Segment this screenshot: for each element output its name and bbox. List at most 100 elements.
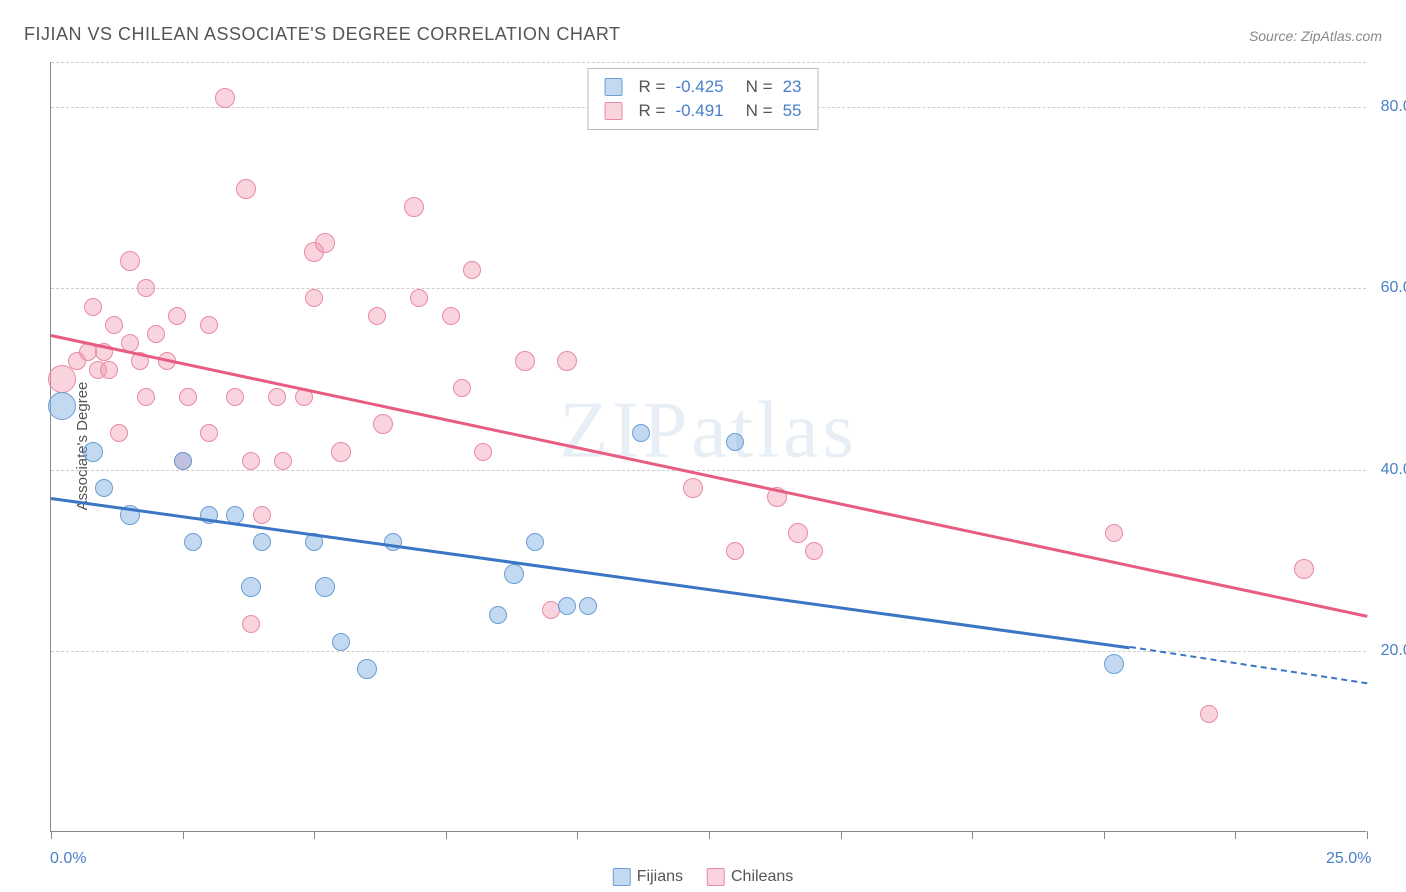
y-tick-label: 20.0% [1371,642,1406,660]
r-label: R = [639,77,666,97]
fijians-point [184,533,202,551]
x-tick [1235,831,1236,839]
chileans-point [168,307,186,325]
x-tick-label: 0.0% [50,850,86,868]
x-tick [51,831,52,839]
fijians-point [1104,654,1124,674]
x-tick [183,831,184,839]
fijians-point [504,564,524,584]
gridline [51,62,1366,63]
fijians-point [332,633,350,651]
x-tick [314,831,315,839]
legend-swatch [613,868,631,886]
fijians-point [315,577,335,597]
chileans-point [137,279,155,297]
y-tick-label: 40.0% [1371,461,1406,479]
legend-swatch [605,102,623,120]
chileans-point [179,388,197,406]
chileans-point [236,179,256,199]
chileans-point [683,478,703,498]
chileans-point [1105,524,1123,542]
chileans-point [215,88,235,108]
n-label: N = [746,101,773,121]
chileans-point [453,379,471,397]
chileans-point [105,316,123,334]
fijians-point [632,424,650,442]
fijians-point [357,659,377,679]
trend-line [1130,646,1367,684]
bottom-legend-item-fijians: Fijians [613,868,683,886]
plot-area: ZIPatlas 20.0%40.0%60.0%80.0% [50,62,1366,832]
x-tick [841,831,842,839]
chileans-point [305,289,323,307]
trend-line [51,334,1368,617]
chileans-point [726,542,744,560]
chileans-point [331,442,351,462]
fijians-point [384,533,402,551]
chileans-point [268,388,286,406]
legend-label: Fijians [637,868,683,885]
r-label: R = [639,101,666,121]
chileans-point [315,233,335,253]
gridline [51,288,1366,289]
x-tick [1104,831,1105,839]
chileans-point [463,261,481,279]
chileans-point [226,388,244,406]
chileans-point [805,542,823,560]
chileans-point [48,365,76,393]
bottom-legend-item-chileans: Chileans [707,868,793,886]
chileans-point [368,307,386,325]
trend-line [51,497,1130,649]
x-tick [1367,831,1368,839]
fijians-point [558,597,576,615]
gridline [51,470,1366,471]
legend-swatch [605,78,623,96]
x-tick [446,831,447,839]
x-tick [709,831,710,839]
chileans-point [147,325,165,343]
fijians-point [489,606,507,624]
r-value: -0.491 [675,101,723,121]
chart-title: FIJIAN VS CHILEAN ASSOCIATE'S DEGREE COR… [24,24,621,45]
chileans-point [100,361,118,379]
chileans-point [788,523,808,543]
chileans-point [120,251,140,271]
legend-label: Chileans [731,868,793,885]
series-legend: Fijians Chileans [613,868,794,886]
y-tick-label: 60.0% [1371,279,1406,297]
chileans-point [1294,559,1314,579]
legend-row-fijians: R = -0.425N = 23 [605,75,802,99]
fijians-point [174,452,192,470]
chileans-point [373,414,393,434]
x-tick [577,831,578,839]
r-value: -0.425 [675,77,723,97]
n-value: 23 [783,77,802,97]
y-tick-label: 80.0% [1371,98,1406,116]
correlation-legend: R = -0.425N = 23R = -0.491N = 55 [588,68,819,130]
source-attribution: Source: ZipAtlas.com [1249,28,1382,44]
chileans-point [410,289,428,307]
chileans-point [137,388,155,406]
fijians-point [83,442,103,462]
fijians-point [526,533,544,551]
watermark-text: ZIPatlas [559,386,858,477]
fijians-point [95,479,113,497]
fijians-point [726,433,744,451]
chileans-point [200,424,218,442]
chileans-point [84,298,102,316]
chileans-point [515,351,535,371]
fijians-point [253,533,271,551]
fijians-point [241,577,261,597]
chileans-point [253,506,271,524]
chileans-point [274,452,292,470]
chileans-point [557,351,577,371]
x-tick-label: 25.0% [1326,850,1371,868]
chileans-point [1200,705,1218,723]
chileans-point [242,452,260,470]
chileans-point [474,443,492,461]
chileans-point [404,197,424,217]
x-tick [972,831,973,839]
chileans-point [200,316,218,334]
legend-swatch [707,868,725,886]
legend-row-chileans: R = -0.491N = 55 [605,99,802,123]
